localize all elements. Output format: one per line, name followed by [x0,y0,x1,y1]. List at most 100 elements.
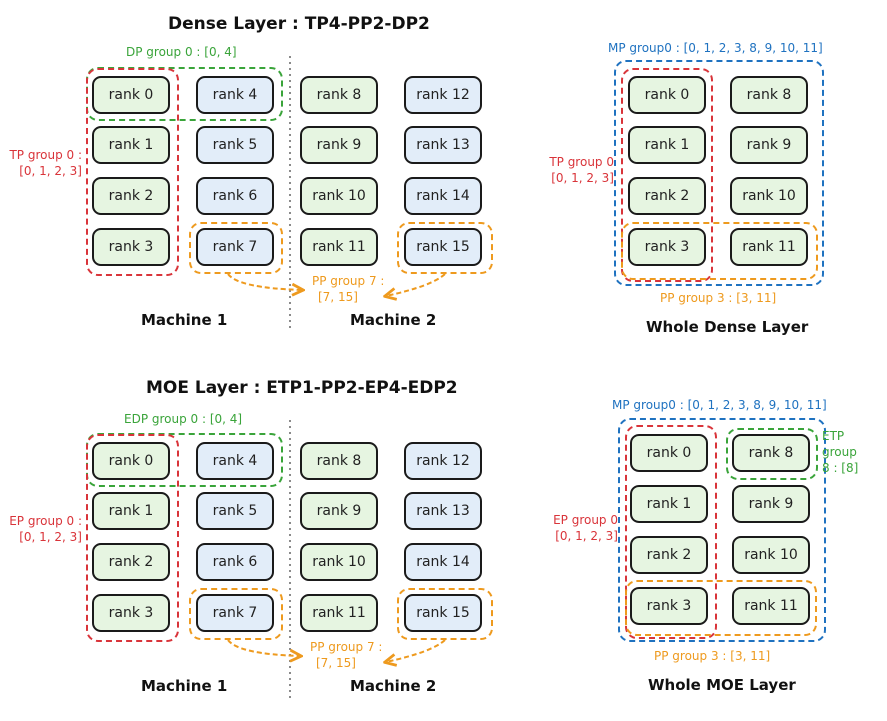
whole-dense-pp-label: PP group 3 : [3, 11] [660,291,777,305]
moe-pp-group-label-line2: [7, 15] [316,656,356,670]
rank-box: rank 1 [628,126,706,164]
rank-box: rank 1 [92,126,170,164]
dense-pp-group-box-a [189,222,283,274]
rank-box: rank 4 [196,76,274,114]
moe-pp-arrow-right [386,639,446,662]
whole-dense-pp-box [621,222,818,280]
moe-ep-group-label-line2: [0, 1, 2, 3] [19,530,82,544]
rank-box: rank 2 [630,536,708,574]
whole-moe-ep-label-line2: [0, 1, 2, 3] [555,529,618,543]
whole-dense-tp-label-line1: TP group 0 [549,155,614,169]
moe-ep-group-label-line1: EP group 0 : [9,514,82,528]
rank-box: rank 15 [404,228,482,266]
whole-moe-ep-label: EP group 0 [0, 1, 2, 3] [534,512,618,544]
rank-box: rank 12 [404,76,482,114]
whole-moe-etp-label-line1: ETP [822,429,845,443]
rank-box: rank 8 [732,434,810,472]
whole-moe-etp-label-line2: group [822,445,857,459]
moe-pp-arrow-left [227,639,300,656]
rank-box: rank 11 [730,228,808,266]
whole-moe-ep-label-line1: EP group 0 [553,513,618,527]
moe-pp-group-label-line1: PP group 7 : [310,640,383,654]
rank-box: rank 3 [92,228,170,266]
moe-ep-group-box [86,434,179,642]
rank-box: rank 13 [404,492,482,530]
whole-dense-mp-box [614,60,824,286]
whole-moe-title: Whole MOE Layer [648,676,796,694]
rank-box: rank 0 [92,442,170,480]
rank-box: rank 13 [404,126,482,164]
rank-box: rank 7 [196,594,274,632]
rank-box: rank 1 [630,485,708,523]
whole-moe-mp-label: MP group0 : [0, 1, 2, 3, 8, 9, 10, 11] [612,398,827,412]
rank-box: rank 9 [730,126,808,164]
rank-box: rank 3 [628,228,706,266]
moe-pp-group-box-a [189,588,283,640]
whole-moe-etp-label-line3: 8 : [8] [822,461,859,475]
dense-tp-group-label: TP group 0 : [0, 1, 2, 3] [0,147,82,179]
dense-tp-group-label-line2: [0, 1, 2, 3] [19,164,82,178]
rank-box: rank 11 [732,587,810,625]
moe-layer-title: MOE Layer : ETP1-PP2-EP4-EDP2 [146,378,458,398]
dense-pp-arrow-left [227,273,302,290]
dense-pp-group-label: PP group 7 : [7, 15] [312,273,384,305]
rank-box: rank 14 [404,177,482,215]
rank-box: rank 10 [730,177,808,215]
dense-machine2-label: Machine 2 [350,311,437,329]
dense-pp-group-label-line1: PP group 7 : [312,274,385,288]
rank-box: rank 6 [196,543,274,581]
rank-box: rank 15 [404,594,482,632]
rank-box: rank 7 [196,228,274,266]
rank-box: rank 5 [196,492,274,530]
rank-box: rank 2 [92,543,170,581]
rank-box: rank 14 [404,543,482,581]
whole-moe-etp-box [726,428,818,480]
rank-box: rank 5 [196,126,274,164]
dense-tp-group-box [86,68,179,276]
rank-box: rank 1 [92,492,170,530]
rank-box: rank 3 [630,587,708,625]
moe-machine1-label: Machine 1 [141,677,228,695]
whole-dense-tp-box [621,68,713,282]
moe-pp-group-label: PP group 7 : [7, 15] [310,639,382,671]
whole-moe-pp-box [625,580,817,636]
whole-moe-mp-box [618,418,826,642]
rank-box: rank 8 [730,76,808,114]
rank-box: rank 0 [628,76,706,114]
dense-layer-title: Dense Layer : TP4-PP2-DP2 [168,14,430,34]
dense-pp-group-label-line2: [7, 15] [318,290,358,304]
rank-box: rank 0 [630,434,708,472]
dense-pp-group-box-b [397,222,493,274]
moe-pp-group-box-b [397,588,493,640]
moe-ep-group-label: EP group 0 : [0, 1, 2, 3] [0,513,82,545]
rank-box: rank 10 [300,177,378,215]
whole-dense-mp-label: MP group0 : [0, 1, 2, 3, 8, 9, 10, 11] [608,41,823,55]
rank-box: rank 8 [300,442,378,480]
whole-moe-ep-box [625,425,717,639]
dense-machine1-label: Machine 1 [141,311,228,329]
dense-dp-group-label: DP group 0 : [0, 4] [126,45,237,59]
rank-box: rank 8 [300,76,378,114]
whole-moe-pp-label: PP group 3 : [3, 11] [654,649,771,663]
rank-box: rank 0 [92,76,170,114]
rank-box: rank 12 [404,442,482,480]
rank-box: rank 11 [300,228,378,266]
rank-box: rank 11 [300,594,378,632]
rank-box: rank 9 [732,485,810,523]
moe-machine2-label: Machine 2 [350,677,437,695]
rank-box: rank 2 [92,177,170,215]
dense-tp-group-label-line1: TP group 0 : [9,148,82,162]
rank-box: rank 3 [92,594,170,632]
dense-pp-arrow-right [386,273,446,296]
whole-moe-etp-label: ETP group 8 : [8] [822,428,858,476]
rank-box: rank 2 [628,177,706,215]
rank-box: rank 6 [196,177,274,215]
rank-box: rank 10 [300,543,378,581]
rank-box: rank 9 [300,492,378,530]
whole-dense-tp-label: TP group 0 [0, 1, 2, 3] [530,154,614,186]
rank-box: rank 10 [732,536,810,574]
moe-edp-group-label: EDP group 0 : [0, 4] [124,412,243,426]
whole-dense-title: Whole Dense Layer [646,318,809,336]
rank-box: rank 4 [196,442,274,480]
